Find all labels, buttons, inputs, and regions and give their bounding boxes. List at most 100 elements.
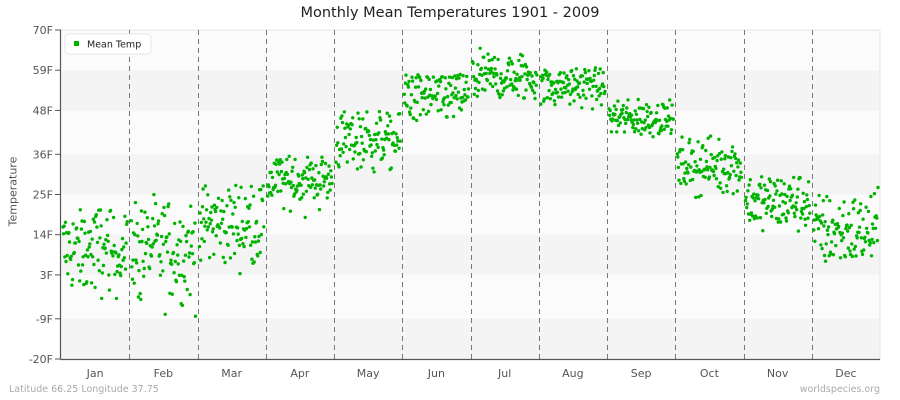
data-point (704, 159, 709, 164)
location-caption: Latitude 66.25 Longitude 37.75 (9, 384, 159, 395)
data-point (846, 246, 850, 250)
data-point (259, 187, 263, 192)
data-point (704, 148, 708, 153)
data-point (841, 236, 846, 240)
data-point (75, 226, 79, 230)
data-point (668, 98, 672, 102)
x-tick-label: Dec (835, 367, 856, 380)
data-point (875, 238, 880, 243)
data-point (751, 196, 755, 200)
data-point (775, 189, 779, 193)
data-point (398, 112, 402, 116)
data-point (631, 125, 635, 130)
data-point (615, 130, 619, 134)
data-point (308, 185, 313, 189)
data-point (145, 241, 149, 246)
source-link[interactable]: worldspecies.org (799, 384, 880, 395)
data-point (844, 226, 848, 231)
data-point (360, 141, 364, 145)
data-point (715, 158, 719, 163)
x-tick-label: Jan (86, 367, 104, 380)
data-point (722, 167, 726, 171)
data-point (860, 252, 865, 257)
data-point (807, 203, 811, 208)
data-point (215, 205, 219, 210)
data-point (594, 84, 598, 89)
data-point (324, 176, 329, 180)
data-point (145, 216, 149, 220)
data-point (795, 195, 799, 199)
data-point (721, 190, 725, 195)
data-point (680, 135, 684, 139)
data-point (507, 62, 511, 67)
data-point (232, 251, 237, 256)
data-point (612, 104, 617, 108)
data-point (824, 242, 828, 246)
data-point (440, 75, 444, 79)
legend[interactable]: Mean Temp (64, 33, 152, 55)
data-point (300, 196, 304, 200)
data-point (344, 144, 348, 149)
data-point (322, 180, 326, 184)
data-point (595, 97, 599, 102)
data-point (863, 235, 867, 239)
data-point (72, 250, 77, 255)
data-point (169, 258, 173, 262)
data-point (209, 210, 213, 215)
data-point (134, 261, 139, 265)
data-point (386, 124, 390, 128)
data-point (302, 171, 307, 175)
x-tick-label: Sep (631, 367, 652, 380)
data-point (122, 245, 126, 249)
data-point (241, 242, 245, 246)
data-point (802, 200, 807, 204)
data-point (326, 190, 330, 195)
data-point (159, 234, 164, 239)
data-point (520, 54, 525, 58)
data-point (62, 224, 66, 228)
data-point (873, 226, 878, 230)
data-point (106, 239, 110, 243)
grid-band (61, 70, 880, 111)
data-point (621, 103, 625, 108)
data-point (490, 58, 494, 62)
data-point (206, 225, 211, 229)
data-point (539, 102, 543, 106)
data-point (698, 157, 703, 161)
data-point (329, 175, 334, 179)
data-point (156, 219, 161, 223)
data-point (683, 160, 688, 164)
data-point (486, 52, 490, 56)
data-point (819, 243, 823, 247)
data-point (581, 93, 586, 97)
data-point (317, 207, 322, 212)
data-point (187, 251, 192, 255)
data-point (451, 114, 456, 119)
data-point (494, 82, 498, 86)
data-point (731, 192, 735, 196)
data-point (225, 204, 229, 208)
data-point (218, 241, 222, 245)
data-point (253, 235, 257, 239)
data-point (374, 121, 379, 126)
data-point (210, 205, 214, 209)
data-point (267, 185, 271, 189)
data-point (592, 78, 596, 83)
data-point (413, 85, 418, 89)
data-point (240, 219, 244, 224)
data-point (463, 93, 467, 97)
data-point (752, 217, 757, 221)
data-point (528, 71, 532, 75)
data-point (235, 238, 239, 243)
data-point (837, 224, 841, 229)
data-point (342, 110, 346, 114)
data-point (88, 229, 93, 234)
data-point (505, 69, 510, 73)
data-point (758, 216, 763, 220)
data-point (208, 222, 212, 226)
data-point (767, 177, 771, 181)
data-point (669, 131, 673, 136)
data-point (70, 283, 74, 287)
data-point (270, 193, 274, 197)
data-point (279, 189, 283, 193)
